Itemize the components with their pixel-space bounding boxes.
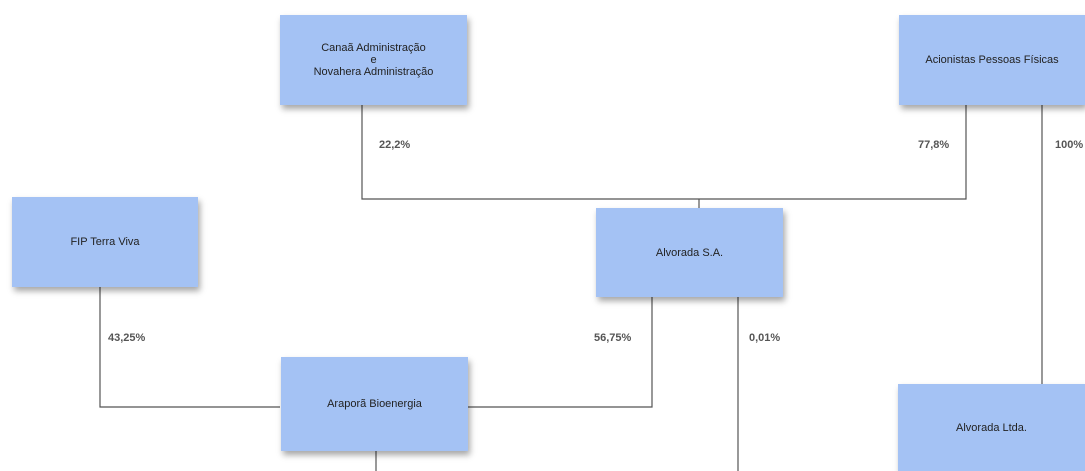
node-fip-label: FIP Terra Viva [70,236,140,248]
node-alvorada-sa-label: Alvorada S.A. [655,246,724,259]
node-alvorada-sa: Alvorada S.A. [596,208,783,297]
node-acionistas-label: Acionistas Pessoas Físicas [925,54,1059,66]
pct-acionistas-alvorada-ltda: 100% [1055,139,1084,151]
node-arapora-label: Araporã Bioenergia [327,398,422,410]
connector-alvorada-sa-arapora [468,297,653,408]
node-canaa-novahera: Canaã Administração e Novahera Administr… [280,15,467,105]
node-arapora-bioenergia: Araporã Bioenergia [281,357,468,451]
pct-acionistas-alvorada-sa: 77,8% [918,139,950,151]
pct-canaa-alvorada-sa: 22,2% [379,139,411,151]
pct-alvorada-sa-down: 0,01% [749,332,781,344]
connector-canaa-alvorada-sa [361,105,967,200]
pct-alvorada-sa-arapora: 56,75% [594,332,632,344]
pct-fip-arapora: 43,25% [108,332,146,344]
node-fip-terra-viva: FIP Terra Viva [12,197,198,287]
connector-fip-arapora [99,287,280,408]
node-canaa-novahera-label: Canaã Administração e Novahera Administr… [313,42,434,78]
node-alvorada-ltda: Alvorada Ltda. [898,384,1085,471]
node-alvorada-ltda-label: Alvorada Ltda. [956,421,1027,434]
node-acionistas-pessoas-fisicas: Acionistas Pessoas Físicas [899,15,1085,105]
